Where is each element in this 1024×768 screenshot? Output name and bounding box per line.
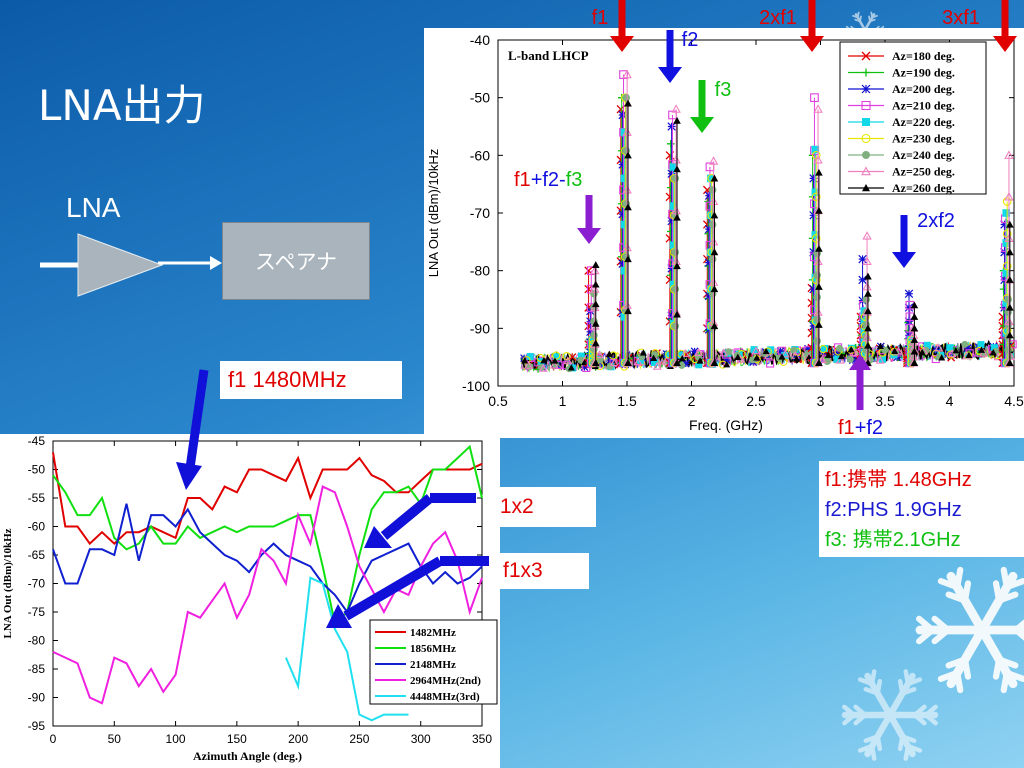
x-tick-label: 50 xyxy=(108,732,122,746)
legend-entry: 2964MHz(2nd) xyxy=(410,675,481,687)
y-axis-label: LNA Out (dBm)/10kHz xyxy=(426,149,441,278)
legend-entry: Az=180 deg. xyxy=(892,49,955,63)
info-line-f2: f2:PHS 1.9GHz xyxy=(825,499,962,521)
legend-entry: Az=200 deg. xyxy=(892,82,955,96)
spectral-peak-5 xyxy=(807,93,823,368)
y-tick-label: -95 xyxy=(28,719,46,733)
x-axis-label: Azimuth Angle (deg.) xyxy=(193,749,302,763)
x-tick-label: 150 xyxy=(227,732,247,746)
y-tick-label: -60 xyxy=(470,147,490,163)
x-tick-label: 4 xyxy=(946,393,954,409)
series-line-2 xyxy=(52,444,483,626)
lna-label: LNA xyxy=(66,192,121,223)
f1x3-label: f1x3 xyxy=(491,553,589,589)
chart-background xyxy=(0,434,500,768)
x-tick-label: 3 xyxy=(817,393,825,409)
legend-entry: Az=230 deg. xyxy=(892,132,955,146)
info-line-f3: f3: 携帯2.1GHz xyxy=(825,529,961,551)
legend-entry: 1482MHz xyxy=(410,627,456,639)
x-tick-label: 1 xyxy=(559,393,567,409)
f1-frequency-note: f1 1480MHz xyxy=(220,361,402,399)
x-tick-label: 2.5 xyxy=(746,393,766,409)
y-tick-label: -60 xyxy=(28,520,46,534)
azimuth-chart: 0 50 100 150 200 250 300 350 -45 -50 -55 -60 -65 -70 -… xyxy=(0,434,500,768)
chart-legend: 1482MHz 1856MHz 2148MHz 2964MHz(2nd) 4448MHz… xyxy=(369,619,498,705)
x-tick-label: 0 xyxy=(50,732,57,746)
arrow-head-icon xyxy=(210,256,222,270)
spectral-peak-7 xyxy=(902,289,919,368)
y-tick-label: -40 xyxy=(470,32,490,48)
series-line-5 xyxy=(284,576,409,722)
spectral-peak-6 xyxy=(856,231,872,368)
spectral-peak-8 xyxy=(998,150,1014,368)
spectrum-chart: 0.5 1 1.5 2 2.5 3 3.5 4 4.5 -40 -50 -60 -70 -80 -90 -10… xyxy=(424,28,1024,438)
legend-entry: 4448MHz(3rd) xyxy=(410,691,480,703)
y-tick-label: -80 xyxy=(470,263,490,279)
y-tick-label: -90 xyxy=(470,320,490,336)
spectrum-analyzer-box: スペアナ xyxy=(222,222,370,300)
y-tick-label: -55 xyxy=(28,491,46,505)
x-tick-label: 350 xyxy=(472,732,492,746)
spectral-peak-4 xyxy=(702,156,719,368)
legend-entry: 1856MHz xyxy=(410,643,456,655)
x-tick-label: 0.5 xyxy=(488,393,508,409)
x-tick-label: 100 xyxy=(166,732,186,746)
info-line-f1: f1:携帯 1.48GHz xyxy=(825,469,972,491)
y-tick-label: -90 xyxy=(28,691,46,705)
y-tick-label: -100 xyxy=(462,378,490,394)
frequency-info-box: f1:携帯 1.48GHz f2:PHS 1.9GHz f3: 携帯2.1GHz xyxy=(819,461,1024,557)
spectral-peak-2 xyxy=(616,69,632,368)
legend-entry: 2148MHz xyxy=(410,659,456,671)
slide-title: LNA出力 xyxy=(38,81,206,130)
chart-legend: Az=180 deg. Az=190 deg. Az=200 deg. Az=210 … xyxy=(839,41,987,195)
spectral-peak-3 xyxy=(665,104,681,368)
x-tick-label: 250 xyxy=(349,732,369,746)
f1x2-label: f1x2 xyxy=(482,487,596,527)
y-tick-label: -65 xyxy=(28,548,46,562)
y-tick-label: -70 xyxy=(470,205,490,221)
legend-entry: Az=240 deg. xyxy=(892,148,955,162)
x-tick-label: 300 xyxy=(411,732,431,746)
snowflake-icon xyxy=(841,669,939,761)
snowflake-icon xyxy=(915,566,1024,694)
legend-entry: Az=190 deg. xyxy=(892,66,955,80)
y-tick-label: -50 xyxy=(470,90,490,106)
x-tick-label: 3.5 xyxy=(875,393,895,409)
y-axis-label: LNA Out (dBm)/10kHz xyxy=(2,528,14,638)
x-axis-label: Freq. (GHz) xyxy=(689,417,763,433)
x-tick-label: 2 xyxy=(688,393,696,409)
y-tick-label: -50 xyxy=(28,463,46,477)
x-tick-label: 200 xyxy=(288,732,308,746)
legend-entry: Az=210 deg. xyxy=(892,99,955,113)
x-tick-label: 4.5 xyxy=(1004,393,1024,409)
series-line-3 xyxy=(52,503,483,615)
y-tick-label: -80 xyxy=(28,634,46,648)
legend-entry: Az=260 deg. xyxy=(892,181,955,195)
legend-entry: Az=250 deg. xyxy=(892,165,955,179)
spectral-peak-1 xyxy=(584,261,600,368)
y-tick-label: -45 xyxy=(28,434,46,448)
chart-title: L-band LHCP xyxy=(508,48,589,63)
legend-entry: Az=220 deg. xyxy=(892,115,955,129)
x-tick-label: 1.5 xyxy=(617,393,637,409)
legend-box xyxy=(369,619,498,705)
y-tick-label: -70 xyxy=(28,577,46,591)
y-tick-label: -85 xyxy=(28,662,46,676)
y-tick-label: -75 xyxy=(28,605,46,619)
amplifier-icon xyxy=(77,233,164,297)
